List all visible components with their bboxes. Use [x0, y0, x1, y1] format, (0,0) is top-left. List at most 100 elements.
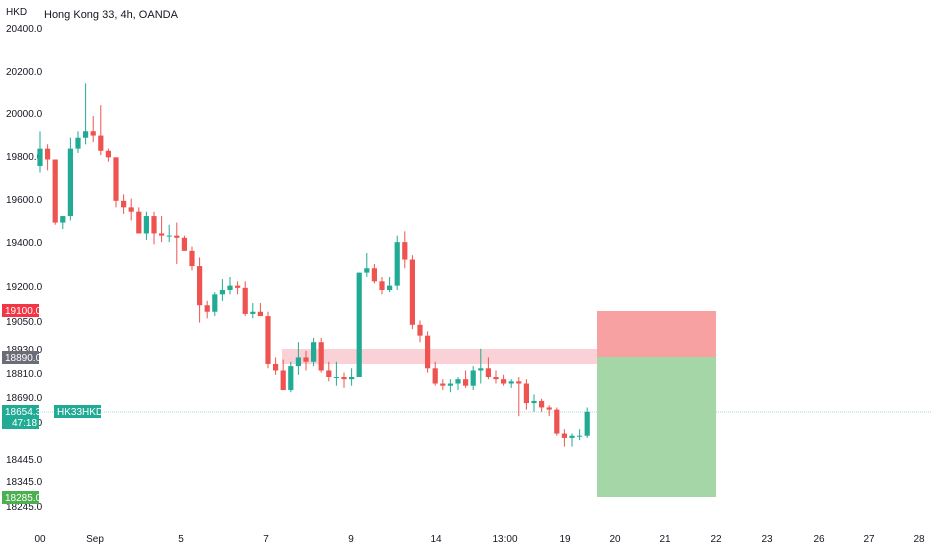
x-tick-label: 7	[263, 534, 269, 545]
candle-body	[212, 294, 218, 312]
candle-body	[501, 379, 507, 384]
y-tick-label: 18690.0	[6, 393, 43, 404]
candle-body	[341, 377, 347, 380]
candle-body	[455, 379, 461, 384]
candle-body	[227, 285, 233, 290]
candle-body	[257, 311, 263, 317]
stop-loss-zone[interactable]	[597, 311, 716, 357]
candle	[493, 370, 499, 384]
y-tick-label: 19400.0	[6, 238, 43, 249]
candle-body	[197, 266, 203, 306]
candle-body	[409, 259, 415, 325]
candle-body	[273, 363, 279, 371]
countdown-label: 47:18	[12, 418, 37, 429]
chart-title: Hong Kong 33, 4h, OANDA	[44, 9, 178, 21]
candle	[98, 105, 104, 156]
candle	[440, 379, 446, 391]
candle-body	[136, 211, 142, 234]
candle	[417, 320, 423, 343]
candle	[273, 357, 279, 375]
candle	[311, 337, 317, 367]
candle	[212, 292, 218, 317]
candle-body	[37, 148, 43, 167]
candle	[318, 337, 324, 373]
candle	[280, 359, 286, 391]
x-tick-label: 23	[761, 534, 773, 545]
candle-body	[364, 268, 370, 273]
candle	[90, 116, 96, 143]
candle-body	[485, 368, 491, 377]
candle	[508, 379, 514, 388]
candle	[333, 361, 339, 386]
candle	[83, 83, 89, 145]
candle	[387, 276, 393, 293]
y-tick-label: 18245.0	[6, 502, 43, 513]
candle-body	[379, 281, 385, 290]
candle	[219, 279, 225, 301]
candle-body	[516, 381, 522, 384]
candle-body	[174, 235, 180, 238]
candle-body	[531, 400, 537, 404]
candle	[265, 311, 271, 369]
candle	[60, 216, 66, 230]
candle-body	[584, 411, 590, 436]
candle	[364, 253, 370, 277]
candle-body	[394, 242, 400, 286]
candle-body	[52, 159, 58, 223]
candle	[181, 235, 187, 251]
candle-body	[333, 377, 339, 378]
y-tick-label: 19050.0	[6, 317, 43, 328]
x-tick-label: 00	[34, 534, 46, 545]
candles	[37, 83, 590, 447]
candle	[197, 257, 203, 323]
target-price-tag: 18285.0	[2, 491, 42, 504]
y-tick-label: 18930.0	[6, 345, 43, 356]
x-tick-label: 27	[863, 534, 875, 545]
candle	[303, 350, 309, 371]
take-profit-zone[interactable]	[597, 357, 716, 497]
candle-body	[417, 324, 423, 336]
candle-body	[463, 379, 469, 386]
candle-body	[250, 311, 256, 314]
candle	[341, 372, 347, 388]
candle-body	[219, 290, 225, 295]
candle-body	[440, 383, 446, 386]
current-price-label: 18654.3	[5, 407, 42, 418]
candle	[432, 361, 438, 386]
candle-body	[569, 435, 575, 438]
candle	[394, 235, 400, 290]
candle	[174, 222, 180, 264]
candle	[463, 370, 469, 388]
candle-body	[242, 287, 248, 314]
candle-body	[90, 131, 96, 136]
candle	[349, 368, 355, 386]
candle	[561, 429, 567, 447]
entry-price-label: 18890.0	[5, 353, 42, 364]
candle-body	[577, 435, 583, 437]
y-tick-label: 18445.0	[6, 455, 43, 466]
candle	[121, 194, 127, 214]
candle	[326, 361, 332, 382]
candle	[257, 303, 263, 317]
candle	[75, 131, 81, 153]
candle	[295, 342, 301, 375]
candle	[425, 331, 431, 373]
candle	[204, 300, 210, 319]
price-axis: 20400.0 20200.0 20000.0 19800.0 19600.0 19400…	[6, 24, 43, 513]
candle	[159, 216, 165, 243]
candle	[516, 377, 522, 417]
candle-body	[493, 377, 499, 380]
candle	[447, 379, 453, 393]
y-tick-label: 18345.0	[6, 477, 43, 488]
candle	[539, 398, 545, 412]
current-price-tag: 18654.3 47:18 HK33HKD	[2, 405, 103, 429]
candle	[136, 207, 142, 234]
x-tick-label: Sep	[86, 534, 104, 545]
candle-body	[121, 200, 127, 208]
candle	[478, 348, 484, 384]
candle	[235, 281, 241, 295]
candle-body	[546, 407, 552, 410]
candle-body	[235, 285, 241, 288]
candle-body	[105, 150, 111, 158]
